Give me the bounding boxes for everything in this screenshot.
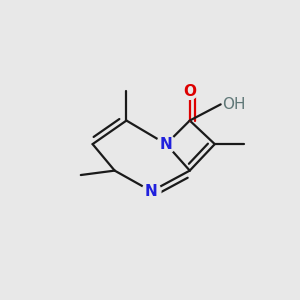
Text: O: O xyxy=(183,84,196,99)
Circle shape xyxy=(157,135,176,154)
Circle shape xyxy=(142,182,161,201)
Text: N: N xyxy=(145,184,158,199)
Circle shape xyxy=(182,83,198,99)
Text: N: N xyxy=(160,136,172,152)
Text: OH: OH xyxy=(222,97,246,112)
